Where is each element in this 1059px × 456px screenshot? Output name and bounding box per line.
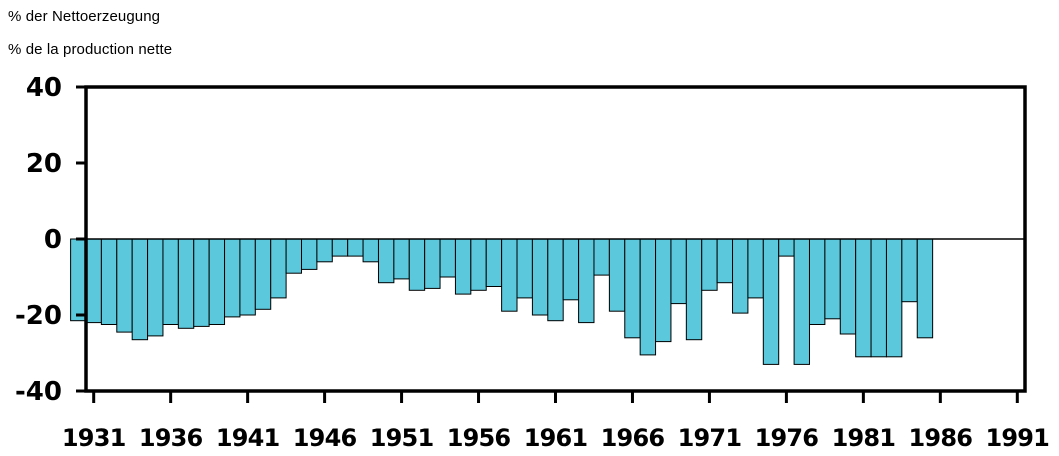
- bar-1974: [747, 238, 764, 299]
- bar-1958: [501, 238, 518, 312]
- x-tick-label: 1946: [293, 424, 357, 452]
- x-tick-label: 1966: [601, 424, 665, 452]
- bar-1939: [208, 238, 226, 325]
- bar-1950: [377, 238, 395, 284]
- x-tick-label: 1971: [678, 424, 742, 452]
- bar-1949: [362, 238, 379, 263]
- bar-1975: [762, 238, 780, 365]
- bar-1984: [901, 238, 918, 303]
- bar-1941: [239, 238, 256, 316]
- bar-1951: [393, 238, 410, 280]
- bar-1937: [177, 238, 195, 329]
- y-tick-label: -20: [15, 301, 62, 331]
- bar-1976: [778, 238, 795, 257]
- x-tick-label: 1941: [216, 424, 280, 452]
- bar-1972: [716, 238, 734, 284]
- bar-1934: [131, 238, 149, 341]
- bar-1964: [593, 238, 610, 276]
- bar-1969: [670, 238, 687, 305]
- bar-1985: [916, 238, 934, 339]
- x-tick-label: 1956: [447, 424, 511, 452]
- bar-1966: [624, 238, 641, 339]
- bar-1932: [100, 238, 118, 325]
- x-axis: 1931 1936 1941 1946 1951 1956 1961 1966 1971 1976…: [62, 391, 1050, 452]
- bar-1968: [655, 238, 672, 343]
- x-tick-label: 1931: [62, 424, 126, 452]
- x-tick-label: 1936: [139, 424, 203, 452]
- bar-1959: [516, 238, 533, 299]
- bar-1978: [808, 238, 826, 325]
- bar-1967: [639, 238, 657, 356]
- bar-1947: [331, 238, 349, 257]
- bar-1971: [701, 238, 718, 291]
- y-tick-label: 0: [44, 225, 62, 255]
- bar-1963: [578, 238, 595, 324]
- y-axis: 40 20 0 -20 -40: [15, 73, 86, 407]
- x-tick-label: 1961: [524, 424, 588, 452]
- y-tick-label: 40: [26, 73, 62, 103]
- x-tick-label: 1986: [909, 424, 973, 452]
- y-tick-label: -40: [15, 377, 62, 407]
- x-tick-label: 1981: [832, 424, 896, 452]
- bar-1944: [285, 238, 302, 274]
- bar-1961: [547, 238, 564, 322]
- bar-1979: [824, 238, 841, 320]
- bar-1954: [439, 238, 456, 278]
- bar-1960: [531, 238, 549, 316]
- bar-1965: [608, 238, 626, 312]
- bar-1935: [147, 238, 164, 337]
- bar-1977: [793, 238, 810, 365]
- bar-1933: [116, 238, 133, 333]
- bar-1945: [301, 238, 318, 270]
- x-tick-label: 1991: [985, 424, 1049, 452]
- bar-1962: [562, 238, 580, 301]
- bar-1953: [424, 238, 441, 289]
- bar-1931: [85, 238, 102, 324]
- bar-1970: [685, 238, 703, 341]
- bar-series: [70, 238, 934, 365]
- unit-label-fr: % de la production nette: [8, 41, 173, 58]
- bar-1948: [347, 238, 364, 257]
- bar-1973: [732, 238, 749, 314]
- x-tick-label: 1976: [755, 424, 819, 452]
- bar-1946: [316, 238, 333, 263]
- bar-1943: [270, 238, 287, 299]
- bar-1983: [885, 238, 903, 358]
- x-tick-label: 1951: [370, 424, 434, 452]
- bar-1956: [470, 238, 487, 291]
- bar-1938: [193, 238, 210, 327]
- bar-1982: [870, 238, 887, 358]
- bar-1981: [855, 238, 872, 358]
- bar-1942: [254, 238, 272, 310]
- bar-1980: [839, 238, 857, 335]
- bar-1955: [454, 238, 472, 295]
- unit-label-de: % der Nettoerzeugung: [8, 8, 161, 25]
- bar-1957: [485, 238, 503, 287]
- y-tick-label: 20: [26, 149, 62, 179]
- bar-1952: [408, 238, 426, 291]
- bar-1936: [162, 238, 179, 325]
- bar-1930: [70, 238, 87, 322]
- bar-1940: [224, 238, 241, 318]
